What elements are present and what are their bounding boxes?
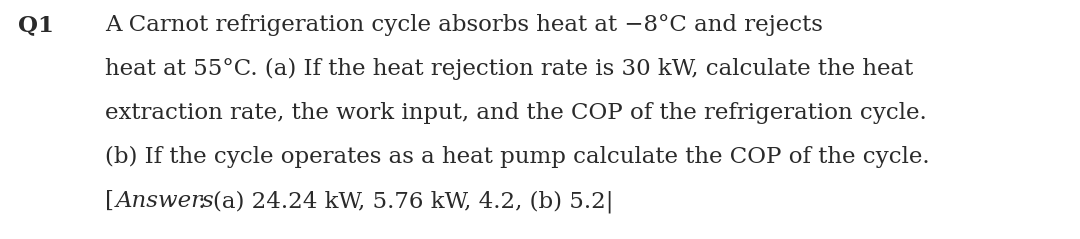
Text: (b) If the cycle operates as a heat pump calculate the COP of the cycle.: (b) If the cycle operates as a heat pump…	[105, 146, 930, 168]
Text: [: [	[105, 190, 114, 212]
Text: extraction rate, the work input, and the COP of the refrigeration cycle.: extraction rate, the work input, and the…	[105, 102, 927, 124]
Text: Q1: Q1	[18, 14, 54, 36]
Text: : (a) 24.24 kW, 5.76 kW, 4.2, (b) 5.2|: : (a) 24.24 kW, 5.76 kW, 4.2, (b) 5.2|	[198, 190, 613, 213]
Text: heat at 55°C. (a) If the heat rejection rate is 30 kW, calculate the heat: heat at 55°C. (a) If the heat rejection …	[105, 58, 914, 80]
Text: A Carnot refrigeration cycle absorbs heat at −8°C and rejects: A Carnot refrigeration cycle absorbs hea…	[105, 14, 823, 36]
Text: Answers: Answers	[116, 190, 215, 212]
